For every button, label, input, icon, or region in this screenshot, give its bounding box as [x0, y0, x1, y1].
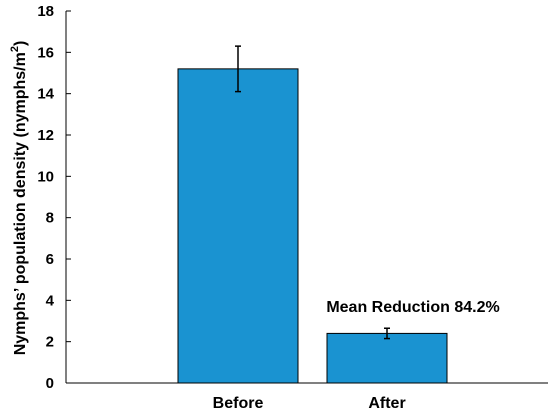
- chart-axes: [65, 11, 548, 384]
- bar-after: [326, 332, 448, 384]
- mean-reduction-annotation: Mean Reduction 84.2%: [326, 299, 499, 316]
- y-tick-label: 4: [46, 292, 55, 309]
- y-axis-title-close: ): [12, 41, 29, 46]
- y-axis-title-main: Nymphs’ population density (nymphs/m: [12, 52, 29, 355]
- y-tick-label: 6: [46, 251, 54, 268]
- chart-bars: [177, 68, 448, 384]
- y-tick-label: 8: [46, 210, 54, 227]
- chart-error-bars: [235, 45, 390, 340]
- x-tick-label-after: After: [368, 395, 405, 412]
- y-tick-label: 2: [46, 334, 54, 351]
- y-tick-label: 0: [46, 375, 54, 392]
- y-axis-title-superscript: 2: [9, 46, 21, 52]
- y-axis-title: Nymphs’ population density (nymphs/m2): [9, 41, 29, 356]
- x-tick-label-before: Before: [213, 395, 264, 412]
- x-axis-labels: Before After: [213, 395, 406, 412]
- y-axis-ticks: 0 2 4 6 8 10 12 14 16 18: [37, 3, 71, 392]
- y-tick-label: 10: [37, 168, 54, 185]
- y-tick-label: 16: [37, 44, 54, 61]
- bar-before: [177, 68, 299, 384]
- y-tick-label: 14: [37, 86, 54, 103]
- y-tick-label: 18: [37, 3, 54, 20]
- y-tick-label: 12: [37, 127, 54, 144]
